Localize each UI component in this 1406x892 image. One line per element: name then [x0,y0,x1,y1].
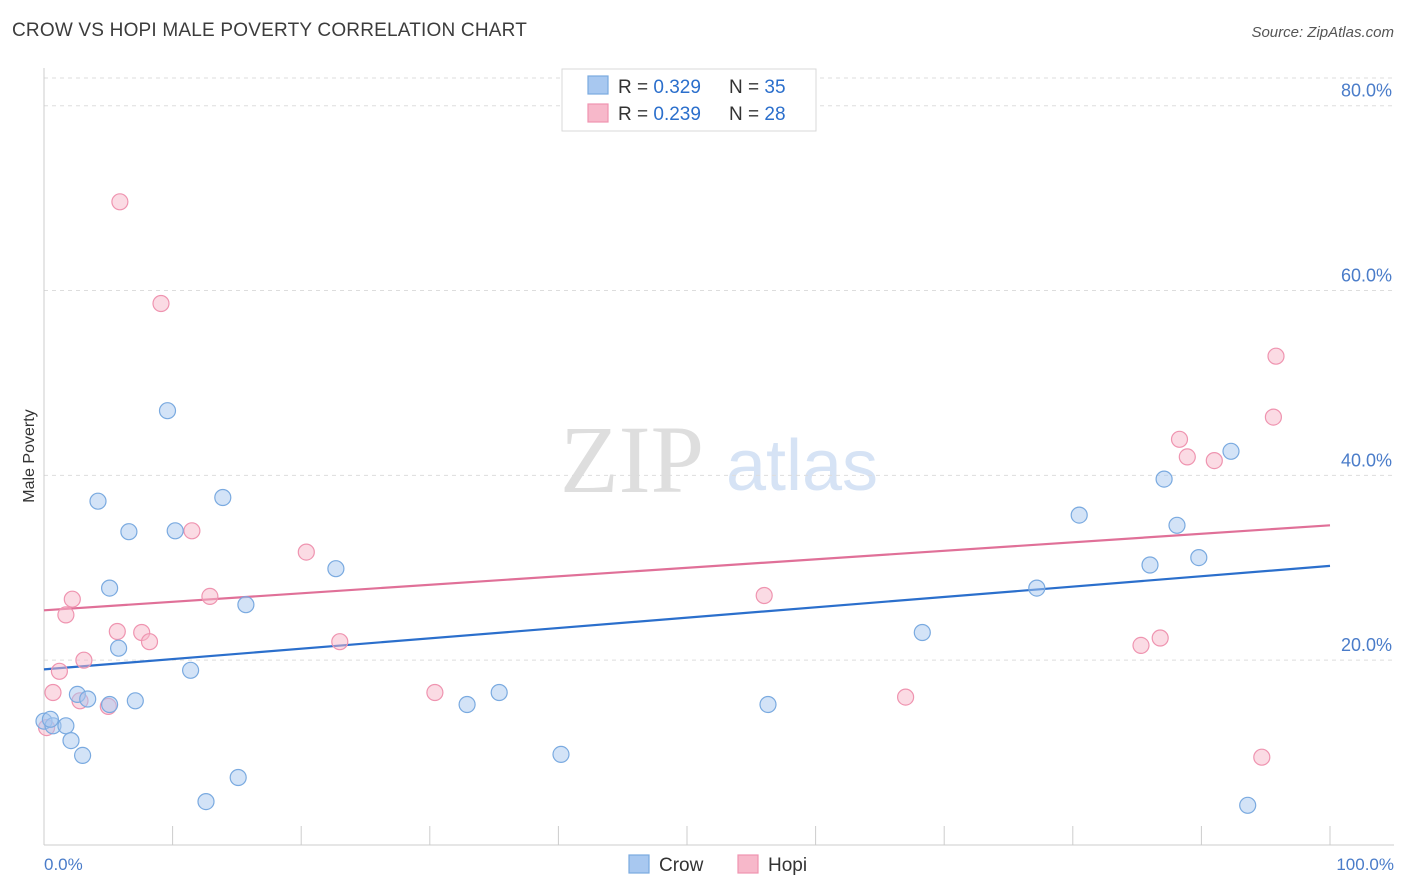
hopi-point [183,522,201,540]
hopi-point [331,633,349,651]
hopi-point [1151,629,1169,647]
hopi-point [140,633,159,651]
crow-point [458,695,476,714]
legend-hopi-n-label: N = [729,104,764,125]
crow-point [327,560,345,578]
y-tick-label: 80.0% [1341,81,1392,101]
crow-point [1141,556,1159,574]
legend-hopi-n-value: 28 [764,104,785,125]
hopi-point [1178,448,1196,466]
y-tick-label: 60.0% [1341,266,1392,286]
crow-point [126,692,144,710]
hopi-point [63,590,81,608]
crow-point [109,639,128,657]
crow-point [62,731,80,750]
legend-crow-n-label: N = [729,77,764,98]
x-tick-label-min: 0.0% [44,855,83,874]
hopi-point [1267,347,1285,365]
x-tick-label-max: 100.0% [1336,855,1394,874]
crow-point [1028,579,1046,597]
hopi-point [108,622,126,641]
data-points [35,193,1285,814]
crow-point [552,745,570,764]
watermark-atlas: atlas [726,426,878,506]
crow-point [166,522,184,540]
grid [44,77,1394,661]
hopi-point [1264,408,1283,426]
crow-point [1168,516,1186,534]
crow-point [100,579,119,597]
legend-crow-r-value: 0.329 [653,77,701,98]
bottom-legend-hopi-swatch [737,854,759,874]
hopi-trend-line [43,524,1331,612]
legend-crow-n-value: 35 [764,77,785,98]
crow-point [1070,506,1088,524]
crow-point [1239,796,1257,814]
legend-crow-r-label: R = [618,77,653,98]
crow-point [759,695,777,714]
hopi-point [44,683,62,702]
svg-text:R = 0.239: R = 0.239 [618,104,701,125]
crow-point [1155,470,1173,488]
y-axis-label: Male Poverty [21,409,38,502]
trend-lines [43,524,1331,671]
crow-point [57,717,75,735]
svg-text:R = 0.329: R = 0.329 [618,77,701,98]
watermark-zip: ZIP [560,406,704,513]
y-tick-label: 40.0% [1341,450,1392,470]
crow-point [1222,442,1240,460]
crow-point [41,710,60,728]
source-label: Source: ZipAtlas.com [1251,24,1394,41]
hopi-point [755,586,773,605]
bottom-legend-hopi-label: Hopi [768,855,807,876]
crow-point [182,661,200,679]
hopi-point [75,651,93,669]
legend-crow-swatch [587,75,609,95]
hopi-point [1170,430,1189,448]
svg-text:N = 35: N = 35 [729,77,786,98]
crow-point [913,623,931,642]
hopi-point [57,606,75,624]
crow-point [73,746,92,765]
hopi-point [152,294,170,313]
correlation-legend: R = 0.329 N = 35 R = 0.239 N = 28 [561,68,817,132]
crow-point [79,690,97,708]
hopi-point [1205,452,1223,470]
x-tick-marks [172,826,1331,845]
legend-hopi-r-label: R = [618,104,653,125]
chart-title: CROW VS HOPI MALE POVERTY CORRELATION CH… [12,20,528,41]
legend-hopi-swatch [587,103,609,123]
y-tick-label: 20.0% [1341,635,1392,655]
hopi-point [1253,748,1271,766]
crow-point [237,596,255,614]
hopi-point [426,683,444,702]
hopi-point [896,688,915,706]
legend-hopi-r-value: 0.239 [653,104,701,125]
bottom-legend-crow-swatch [628,854,650,874]
crow-point [158,402,177,420]
hopi-point [297,543,315,561]
crow-point [214,488,232,507]
crow-point [1190,548,1208,567]
crow-trend-line [43,564,1331,671]
series-legend: Crow Hopi [628,854,807,876]
bottom-legend-crow-label: Crow [659,855,704,876]
y-tick-labels: 20.0% 40.0% 60.0% 80.0% [1341,81,1392,655]
crow-point [89,492,107,510]
hopi-point [201,587,219,606]
hopi-point [50,662,69,680]
hopi-point [111,193,129,211]
crow-point [229,768,247,787]
hopi-point [1132,636,1150,655]
svg-text:N = 28: N = 28 [729,104,786,125]
crow-point [100,695,119,714]
crow-point [197,792,215,811]
crow-point [490,683,508,702]
crow-point [120,523,138,541]
